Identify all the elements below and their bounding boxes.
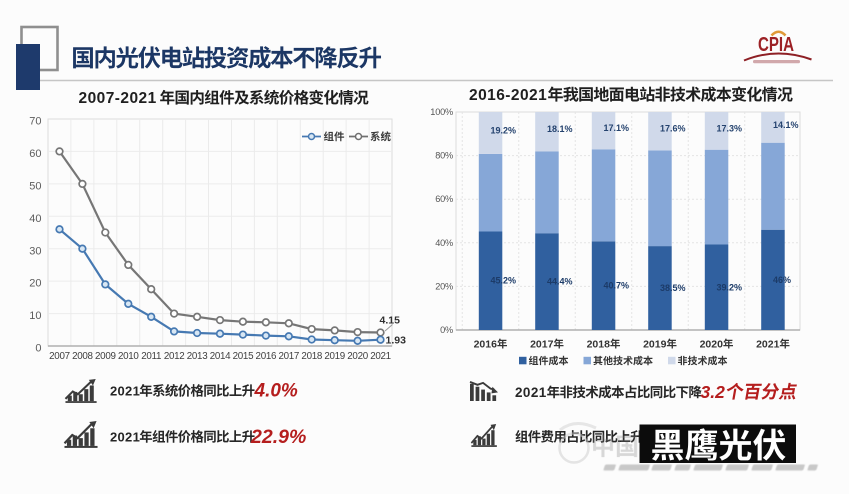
svg-text:2021: 2021 — [370, 351, 391, 362]
svg-text:40.7%: 40.7% — [604, 281, 630, 291]
svg-text:80%: 80% — [435, 151, 453, 161]
svg-text:2016: 2016 — [256, 351, 277, 362]
svg-text:40%: 40% — [435, 238, 453, 248]
svg-text:2020: 2020 — [347, 351, 368, 362]
svg-text:10: 10 — [29, 310, 41, 322]
svg-text:2011: 2011 — [141, 351, 161, 362]
svg-text:CPIA: CPIA — [758, 34, 794, 56]
svg-text:60: 60 — [29, 148, 41, 160]
svg-text:2021: 2021 — [515, 385, 547, 400]
svg-text:19.2%: 19.2% — [491, 125, 517, 135]
svg-text:2019: 2019 — [643, 339, 667, 351]
svg-text:0: 0 — [35, 343, 41, 355]
svg-text:2010: 2010 — [118, 351, 139, 362]
svg-text:2007: 2007 — [49, 351, 70, 362]
svg-text:2016-2021: 2016-2021 — [469, 87, 547, 104]
svg-text:38.5%: 38.5% — [660, 283, 686, 293]
svg-text:2018: 2018 — [301, 351, 322, 362]
svg-text:44.4%: 44.4% — [547, 277, 573, 287]
svg-text:45.2%: 45.2% — [491, 276, 517, 286]
svg-text:40: 40 — [29, 213, 41, 225]
svg-text:17.3%: 17.3% — [717, 123, 743, 133]
svg-text:2018: 2018 — [587, 339, 611, 351]
svg-text:4.0%: 4.0% — [254, 381, 298, 402]
svg-text:14.1%: 14.1% — [773, 120, 799, 130]
svg-text:2008: 2008 — [72, 351, 93, 362]
svg-text:50: 50 — [29, 180, 41, 192]
svg-text:2020: 2020 — [700, 339, 724, 351]
svg-text:70: 70 — [29, 116, 41, 128]
svg-text:22.9%: 22.9% — [250, 426, 306, 448]
svg-text:17.6%: 17.6% — [660, 124, 686, 134]
svg-text:2016: 2016 — [474, 339, 498, 351]
svg-text:39.2%: 39.2% — [717, 282, 743, 292]
svg-text:2017: 2017 — [530, 339, 554, 351]
svg-text:30: 30 — [29, 245, 41, 257]
svg-text:4.15: 4.15 — [380, 315, 401, 327]
svg-text:2017: 2017 — [278, 351, 299, 362]
svg-text:2012: 2012 — [164, 351, 185, 362]
svg-text:2014: 2014 — [210, 351, 231, 362]
svg-text:20: 20 — [29, 278, 41, 290]
svg-text:2021: 2021 — [110, 384, 140, 399]
svg-text:18.1%: 18.1% — [547, 124, 573, 134]
svg-text:2021: 2021 — [110, 430, 140, 445]
svg-text:20%: 20% — [435, 281, 453, 291]
svg-text:2021: 2021 — [756, 339, 780, 351]
svg-text:2009: 2009 — [95, 351, 116, 362]
svg-text:2013: 2013 — [187, 351, 208, 362]
svg-text:100%: 100% — [430, 107, 453, 117]
svg-text:2015: 2015 — [233, 351, 254, 362]
svg-text:46%: 46% — [773, 275, 791, 285]
svg-text:2019: 2019 — [324, 351, 345, 362]
svg-text:60%: 60% — [435, 194, 453, 204]
svg-text:3.2: 3.2 — [701, 382, 726, 402]
svg-text:17.1%: 17.1% — [604, 123, 630, 133]
svg-text:2007-2021: 2007-2021 — [79, 90, 157, 107]
svg-text:0%: 0% — [440, 325, 453, 335]
svg-text:1.93: 1.93 — [386, 335, 407, 347]
